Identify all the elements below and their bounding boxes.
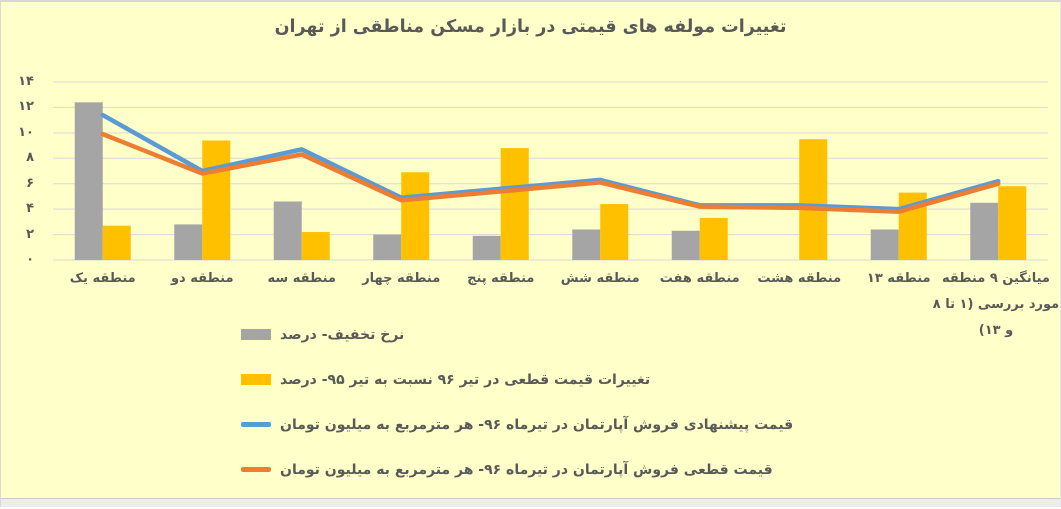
y-tick-label: ۸	[26, 150, 34, 166]
x-category-label: میانگین ۹ منطقه مورد بررسی (۱ تا ۸ و ۱۳)	[932, 271, 1060, 338]
legend-label: قیمت پیشنهادی فروش آپارتمان در تیرماه ۹۶…	[280, 416, 794, 433]
bar	[102, 225, 131, 260]
legend-label: قیمت قطعی فروش آپارتمان در تیرماه ۹۶- هر…	[280, 461, 773, 478]
legend-bar-swatch-icon	[241, 374, 271, 385]
bar	[699, 218, 728, 260]
x-category-label: منطقه یک	[69, 271, 136, 286]
bar	[671, 230, 700, 260]
bar	[870, 229, 899, 260]
chart-title: تغییرات مولفه های قیمتی در بازار مسکن من…	[274, 17, 787, 37]
legend-line-swatch-icon	[241, 422, 271, 427]
bar	[572, 229, 601, 260]
bottom-strip	[1, 498, 1060, 507]
legend-item: نرخ تخفیف- درصد	[241, 312, 793, 357]
line-series	[100, 112, 1001, 212]
legend-label: نرخ تخفیف- درصد	[280, 326, 405, 343]
bar	[174, 224, 203, 260]
legend-label: تغییرات قیمت قطعی در تیر ۹۶ نسبت به تیر …	[280, 371, 651, 388]
bar	[799, 139, 828, 260]
bar	[500, 148, 529, 260]
x-category-label: منطقه دو	[170, 271, 234, 286]
x-category-label: منطقه سه	[267, 271, 336, 286]
x-category-label: منطقه هفت	[659, 271, 740, 286]
y-tick-label: ۱۰	[18, 124, 34, 140]
bar	[970, 202, 999, 260]
bar	[600, 204, 629, 260]
y-tick-label: ۶	[26, 175, 34, 191]
y-tick-label: ۱۴	[18, 74, 34, 89]
legend-item: تغییرات قیمت قطعی در تیر ۹۶ نسبت به تیر …	[241, 357, 793, 402]
y-tick-label: ۲	[26, 226, 34, 242]
bar	[74, 102, 103, 260]
legend-item: قیمت قطعی فروش آپارتمان در تیرماه ۹۶- هر…	[241, 447, 793, 492]
x-category-label: منطقه شش	[560, 271, 640, 286]
legend-bar-swatch-icon	[241, 329, 271, 340]
bar	[202, 140, 231, 260]
legend: نرخ تخفیف- درصد تغییرات قیمت قطعی در تیر …	[241, 312, 793, 492]
bar	[472, 235, 501, 260]
legend-line-swatch-icon	[241, 467, 271, 472]
y-tick-label: ۰	[26, 252, 34, 267]
x-category-label: منطقه پنج	[467, 271, 535, 286]
y-tick-label: ۴	[26, 201, 34, 217]
bar	[401, 172, 430, 260]
x-category-label: منطقه چهار	[362, 271, 441, 286]
y-tick-label: ۱۲	[18, 99, 34, 115]
x-category-label: منطقه هشت	[757, 271, 842, 286]
bar	[998, 186, 1027, 260]
x-category-label: منطقه ۱۳	[866, 271, 931, 286]
legend-item: قیمت پیشنهادی فروش آپارتمان در تیرماه ۹۶…	[241, 402, 793, 447]
line-series	[100, 131, 1001, 214]
bar	[373, 234, 402, 260]
bar	[273, 201, 302, 260]
bar	[301, 232, 330, 260]
